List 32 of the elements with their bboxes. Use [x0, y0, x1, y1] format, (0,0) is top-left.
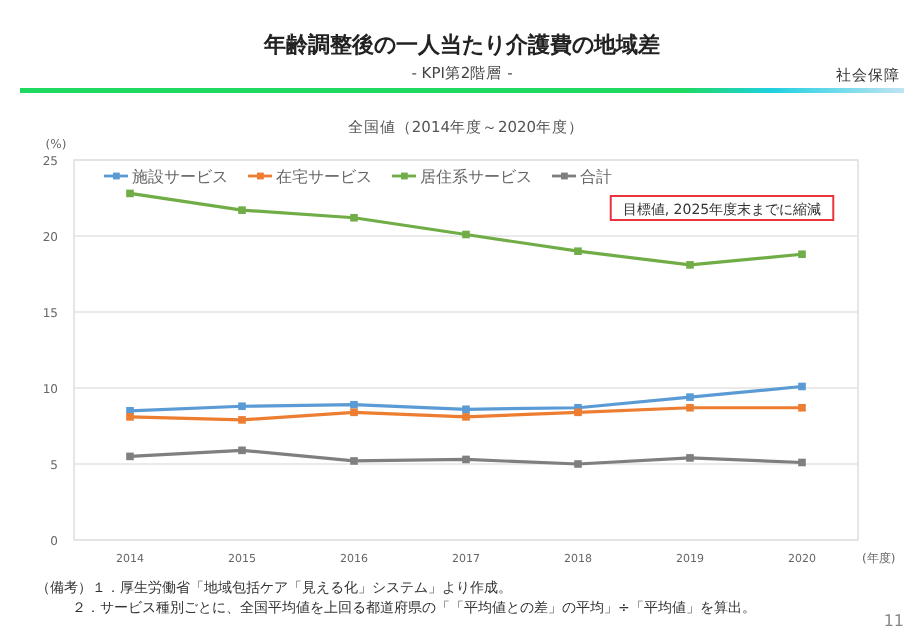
point — [126, 452, 134, 461]
point — [238, 446, 246, 455]
legend-label: 居住系サービス — [420, 168, 532, 186]
point — [462, 455, 470, 464]
point — [350, 400, 358, 409]
point — [798, 250, 806, 259]
legend-label: 在宅サービス — [276, 168, 372, 186]
point — [686, 403, 694, 412]
point — [686, 454, 694, 462]
point — [238, 416, 246, 424]
point — [126, 189, 134, 198]
point — [686, 261, 694, 269]
point — [462, 405, 470, 414]
point — [462, 230, 470, 239]
chart-title: 年齢調整後の一人当たり介護費の地域差 — [262, 32, 660, 58]
point — [238, 402, 246, 411]
point — [350, 457, 358, 465]
point — [350, 213, 358, 222]
point — [238, 206, 246, 214]
point — [126, 413, 134, 421]
point — [798, 403, 806, 412]
point — [798, 458, 806, 467]
text: 11 — [883, 612, 904, 630]
point — [798, 382, 806, 391]
point — [574, 408, 582, 417]
point — [686, 393, 694, 401]
legend-label: 施設サービス — [132, 168, 228, 186]
legend-label: 合計 — [580, 168, 612, 186]
point — [574, 247, 582, 255]
point — [350, 408, 358, 417]
point — [574, 460, 582, 468]
point — [462, 413, 470, 421]
